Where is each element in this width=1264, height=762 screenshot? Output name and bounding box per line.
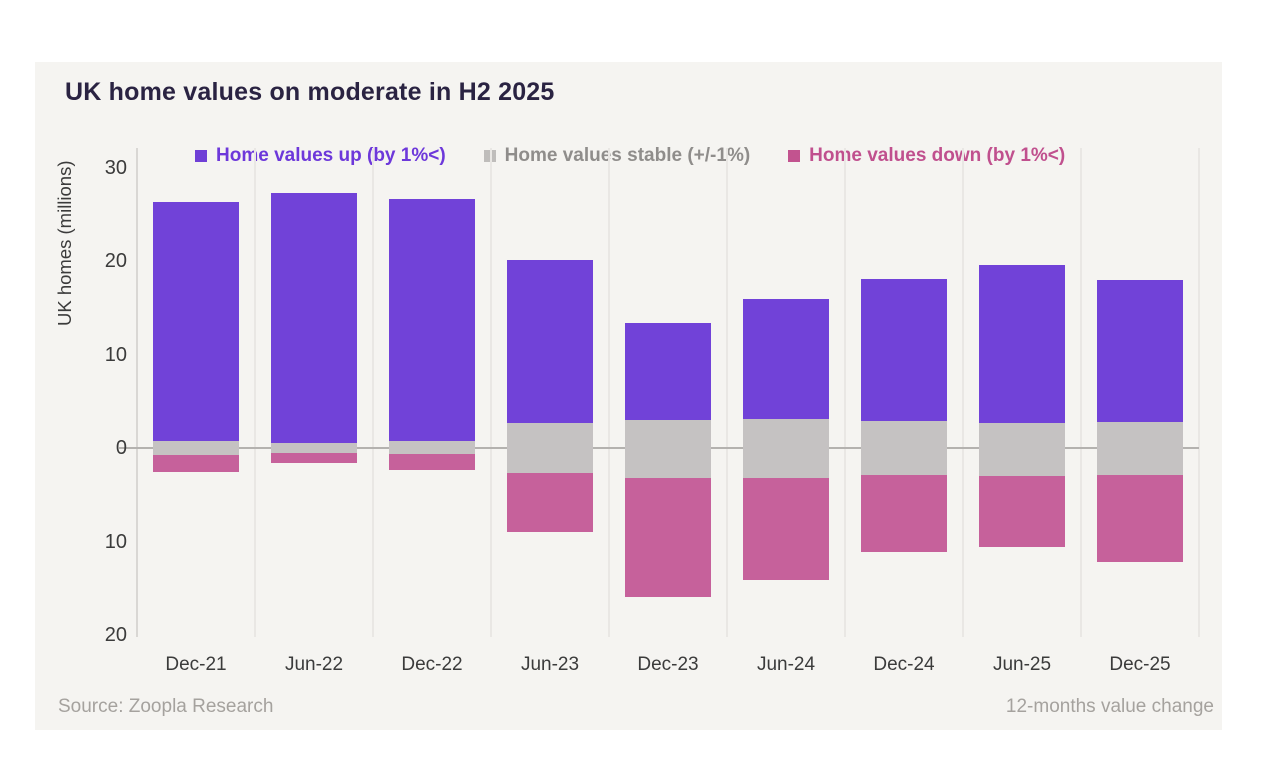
legend-item-stable: Home values stable (+/-1%) [483, 145, 751, 167]
bar-segment-up [625, 322, 711, 420]
gridline [490, 148, 492, 637]
legend-item-up: Home values up (by 1%<) [195, 145, 446, 167]
legend-swatch-down-icon [788, 150, 801, 162]
bar-segment-stable [271, 443, 357, 453]
gridline [844, 148, 846, 637]
gridline [372, 148, 374, 637]
bar-segment-stable [389, 441, 475, 454]
bar-segment-up [743, 299, 829, 419]
bar-segment-stable [153, 441, 239, 455]
bar-segment-up [1097, 279, 1183, 422]
legend-swatch-stable-icon [483, 150, 496, 162]
legend-label-down: Home values down (by 1%<) [809, 145, 1066, 166]
gridline [1080, 148, 1082, 637]
x-tick-label: Jun-25 [992, 654, 1052, 675]
bar-segment-up [507, 260, 593, 423]
bar-segment-stable [625, 419, 711, 478]
gridline [1198, 148, 1200, 637]
source-note: Source: Zoopla Research [58, 696, 274, 717]
y-tick-label: 0 [115, 437, 127, 459]
bar-segment-up [389, 199, 475, 442]
x-tick-label: Dec-24 [873, 654, 935, 675]
y-tick-label: 20 [104, 250, 127, 272]
footer-note: 12-months value change [1005, 696, 1214, 717]
bar-segment-down [1097, 475, 1183, 563]
bar-segment-up [153, 202, 239, 442]
legend-swatch-up-icon [195, 150, 207, 162]
bar-segment-down [507, 473, 593, 533]
gridline [726, 148, 728, 637]
gridline [608, 148, 610, 637]
legend: Home values up (by 1%<) Home values stab… [195, 145, 1065, 167]
bar-segment-down [271, 452, 357, 463]
x-tick-label: Dec-22 [401, 654, 463, 675]
bar-segment-stable [979, 422, 1065, 477]
x-tick-label: Jun-23 [520, 654, 580, 675]
legend-label-up: Home values up (by 1%<) [216, 145, 446, 166]
bar-segment-up [979, 264, 1065, 423]
bar-segment-stable [861, 420, 947, 476]
bar-segment-stable [743, 419, 829, 478]
y-tick-label: 10 [104, 530, 127, 553]
plot-area: 30 20 10 0 10 20 Dec-21 Jun-22 Dec-22 Jun-23 Dec-2… [35, 62, 1222, 730]
x-tick-label: Dec-21 [165, 654, 227, 675]
bar-segment-up [861, 278, 947, 421]
x-tick-label: Jun-24 [756, 654, 816, 675]
y-tick-label: 20 [104, 624, 127, 646]
legend-item-down: Home values down (by 1%<) [788, 145, 1065, 167]
bar-segment-down [389, 453, 475, 470]
chart-card: UK home values on moderate in H2 2025 Ho… [35, 62, 1222, 730]
bar-segment-down [743, 477, 829, 580]
bar-segment-stable [507, 422, 593, 474]
gridline [962, 148, 964, 637]
x-tick-label: Dec-25 [1109, 654, 1171, 675]
x-tick-label: Dec-23 [637, 654, 699, 675]
y-tick-label: 30 [104, 156, 127, 179]
bar-segment-stable [1097, 421, 1183, 476]
bar-segment-down [153, 454, 239, 473]
y-axis-line [136, 148, 138, 637]
bar-segment-down [625, 477, 711, 597]
bar-segment-down [861, 475, 947, 552]
bar-segment-down [979, 476, 1065, 548]
y-tick-label: 10 [104, 343, 127, 366]
legend-label-stable: Home values stable (+/-1%) [504, 145, 751, 166]
chart-title: UK home values on moderate in H2 2025 [65, 78, 555, 106]
bar-segment-up [271, 192, 357, 444]
gridline [254, 148, 256, 637]
x-tick-label: Jun-22 [284, 654, 344, 675]
